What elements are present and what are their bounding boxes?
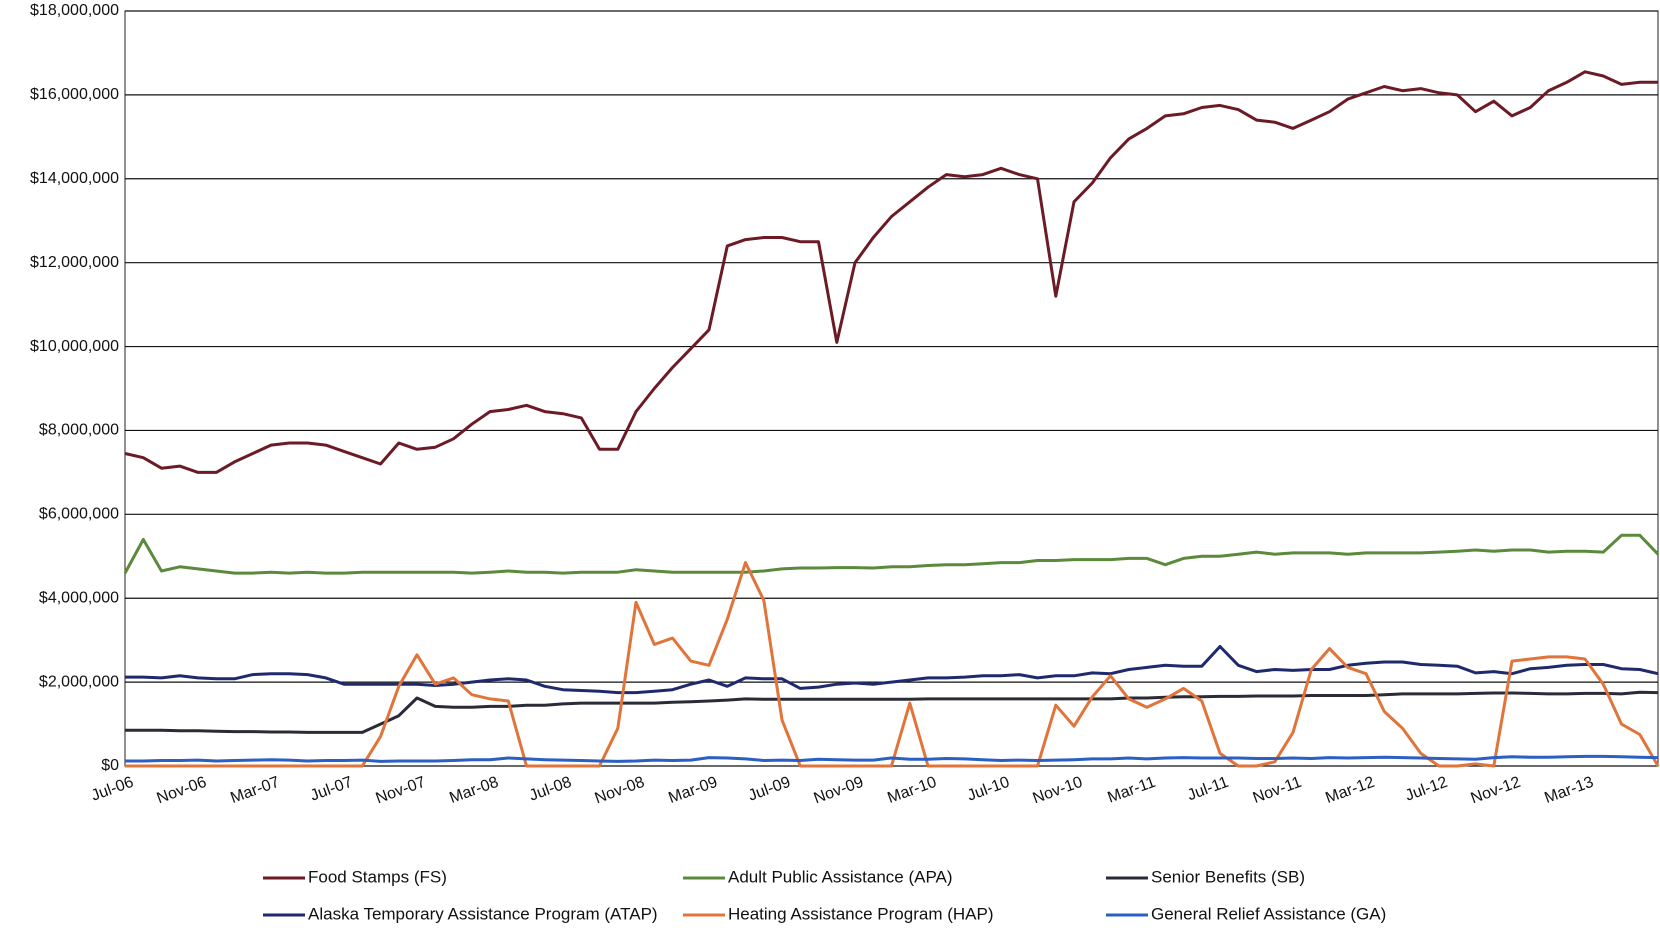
x-tick-label: Nov-12 xyxy=(1469,774,1523,808)
series-line xyxy=(125,561,1660,768)
x-tick-label: Jul-08 xyxy=(527,774,574,805)
x-tick-label: Mar-08 xyxy=(447,774,501,807)
x-tick-label: Jul-06 xyxy=(89,774,136,805)
y-tick-label: $4,000,000 xyxy=(39,589,119,606)
x-tick-label: Mar-12 xyxy=(1323,774,1377,807)
y-tick-label: $12,000,000 xyxy=(30,254,119,271)
x-tick-label: Nov-06 xyxy=(155,774,209,808)
series-line xyxy=(123,533,1660,575)
legend-label: General Relief Assistance (GA) xyxy=(1151,904,1386,923)
x-tick-label: Jul-09 xyxy=(746,774,793,805)
x-tick-label: Mar-10 xyxy=(885,774,939,807)
y-tick-label: $8,000,000 xyxy=(39,422,119,439)
legend-label: Senior Benefits (SB) xyxy=(1151,867,1305,886)
x-tick-label: Jul-12 xyxy=(1403,774,1450,805)
y-tick-label: $14,000,000 xyxy=(30,170,119,187)
y-tick-label: $10,000,000 xyxy=(30,338,119,355)
x-tick-label: Nov-09 xyxy=(812,774,866,808)
series-line xyxy=(125,645,1659,695)
legend-label: Heating Assistance Program (HAP) xyxy=(728,904,994,923)
plot-area xyxy=(124,10,1659,767)
x-tick-label: Mar-07 xyxy=(228,774,282,807)
y-tick-label: $2,000,000 xyxy=(39,673,119,690)
x-tick-label: Mar-13 xyxy=(1542,774,1596,807)
series-line xyxy=(125,754,1659,763)
x-tick-label: Jul-11 xyxy=(1185,774,1231,805)
y-tick-label: $6,000,000 xyxy=(39,506,119,523)
x-tick-label: Jul-07 xyxy=(308,774,355,805)
x-tick-label: Nov-08 xyxy=(593,774,647,808)
x-tick-label: Mar-11 xyxy=(1105,774,1157,807)
x-tick-label: Mar-09 xyxy=(666,774,720,807)
legend-label: Food Stamps (FS) xyxy=(308,867,447,886)
legend-label: Adult Public Assistance (APA) xyxy=(728,867,953,886)
y-tick-label: $16,000,000 xyxy=(30,86,119,103)
y-tick-label: $0 xyxy=(101,757,119,774)
y-tick-label: $18,000,000 xyxy=(30,2,119,19)
series-line xyxy=(124,70,1658,474)
series-line xyxy=(125,690,1659,734)
x-tick-label: Jul-10 xyxy=(965,774,1012,805)
x-tick-label: Nov-07 xyxy=(374,774,428,808)
legend-label: Alaska Temporary Assistance Program (ATA… xyxy=(308,904,658,923)
x-tick-label: Nov-10 xyxy=(1031,774,1085,808)
x-tick-label: Nov-11 xyxy=(1251,774,1304,807)
